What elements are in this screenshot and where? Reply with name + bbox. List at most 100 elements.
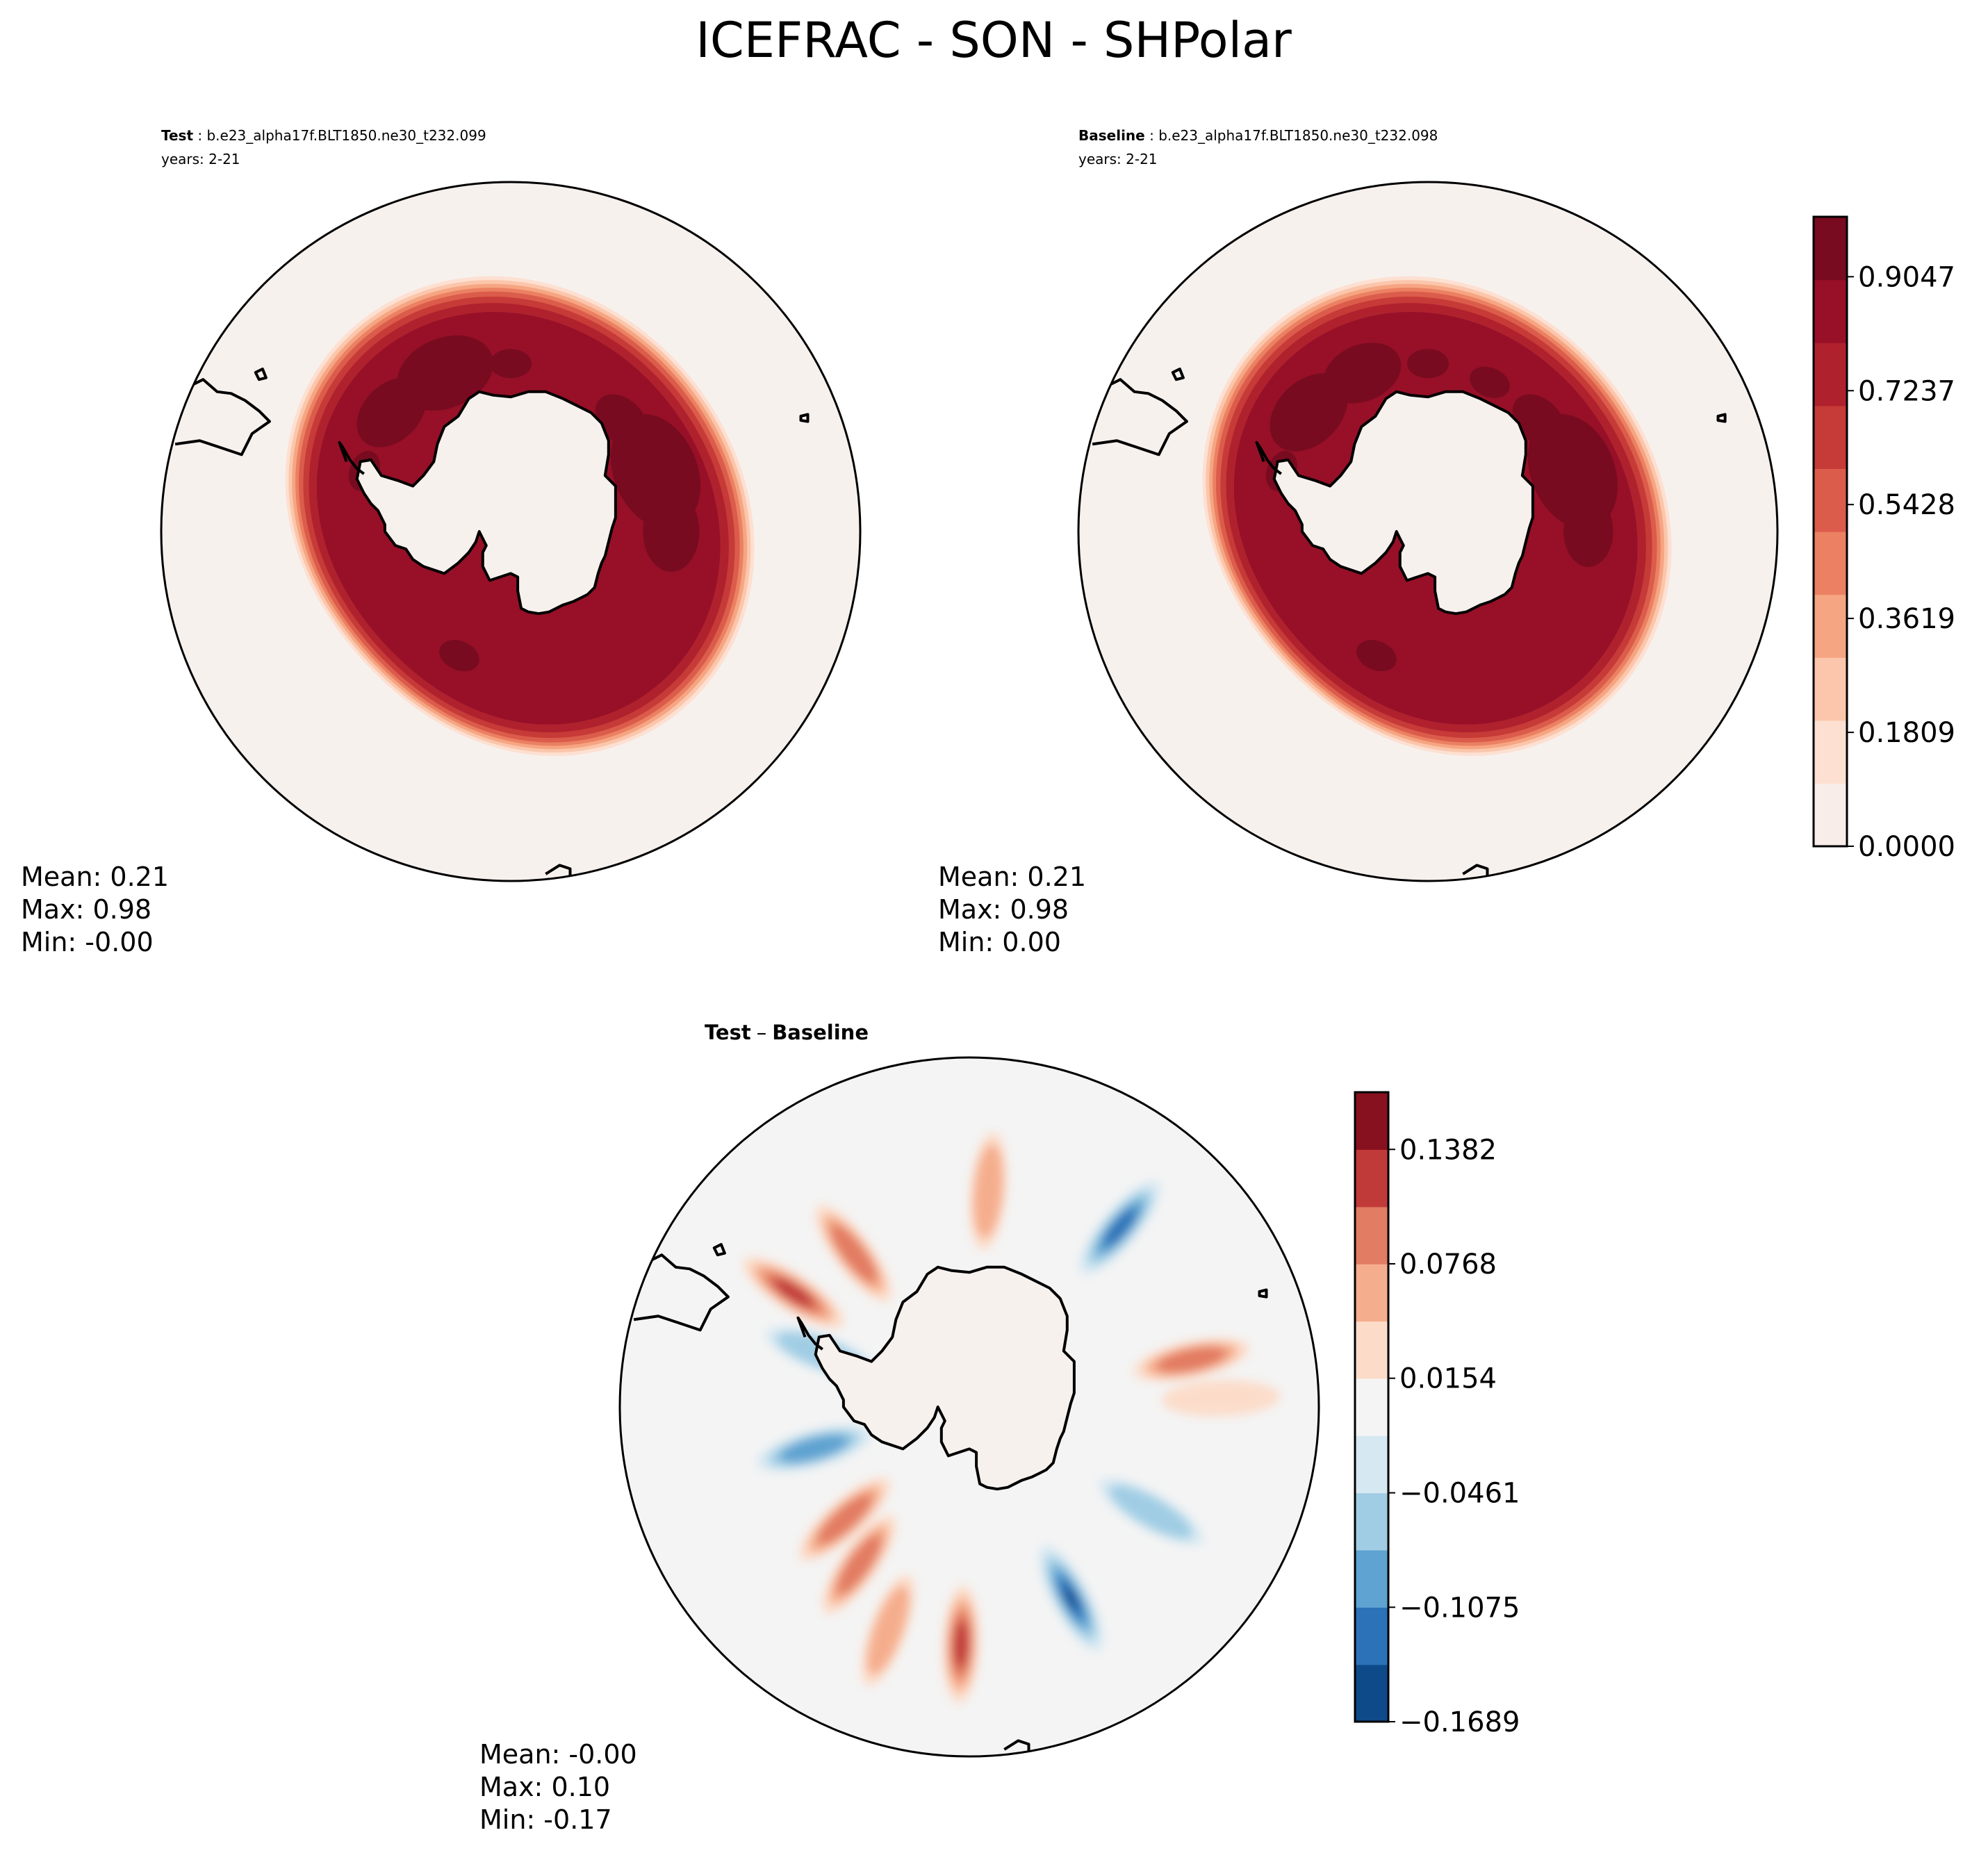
baseline-pack-ice-max-4 bbox=[1563, 496, 1613, 567]
difference-anomaly-6 bbox=[1133, 1338, 1250, 1381]
difference-colorbar-tick-label-1: 0.0768 bbox=[1399, 1249, 1497, 1280]
baseline-south-america-coastline bbox=[1078, 378, 1188, 456]
baseline-max: Max: 0.98 bbox=[938, 894, 1069, 925]
baseline-antarctic-coastline bbox=[1272, 390, 1534, 616]
baseline-pack-ice-max-9 bbox=[1356, 640, 1397, 672]
difference-anomaly-0-level-3 bbox=[773, 1278, 814, 1308]
difference-map-border bbox=[618, 1056, 1320, 1758]
difference-colorbar-tick-label-5: −0.1689 bbox=[1399, 1706, 1520, 1738]
test-pack-ice-max-9 bbox=[439, 640, 479, 672]
baseline-peninsula-coastline bbox=[1255, 440, 1282, 475]
difference-mean: Mean: -0.00 bbox=[479, 1739, 637, 1770]
baseline-map bbox=[1077, 181, 1779, 882]
test-pack-ice-max-4 bbox=[643, 491, 700, 572]
test-antarctic-coastline bbox=[355, 390, 617, 616]
difference-colorbar-swatch-5 bbox=[1355, 1378, 1388, 1436]
difference-anomaly-0 bbox=[743, 1257, 844, 1328]
difference-anomaly-2 bbox=[969, 1132, 1008, 1251]
difference-anomaly-11-level-3 bbox=[953, 1620, 969, 1668]
difference-colorbar-tick-label-4: −0.1075 bbox=[1399, 1592, 1520, 1624]
difference-label-baseline: Baseline bbox=[772, 1021, 869, 1044]
ice-colorbar-swatch-8 bbox=[1814, 279, 1847, 343]
difference-anomaly-13-level-1 bbox=[1109, 1485, 1193, 1539]
baseline-contours bbox=[1078, 276, 1727, 881]
ice-colorbar-tick-label-0: 0.0000 bbox=[1858, 831, 1955, 863]
test-contours bbox=[161, 276, 810, 881]
difference-anomaly-12-level-4 bbox=[1065, 1588, 1078, 1609]
difference-anomaly-3-level-3 bbox=[1103, 1208, 1136, 1246]
baseline-panel-label: Baseline bbox=[1078, 127, 1145, 144]
difference-anomaly-9 bbox=[822, 1515, 896, 1614]
difference-contours bbox=[620, 1132, 1280, 1756]
difference-anomaly-8 bbox=[799, 1477, 891, 1561]
difference-colorbar-swatch-1 bbox=[1355, 1607, 1388, 1665]
difference-map bbox=[618, 1056, 1320, 1758]
test-map bbox=[160, 181, 862, 882]
ice-colorbar-swatch-6 bbox=[1814, 405, 1847, 469]
difference-colorbar-swatch-7 bbox=[1355, 1264, 1388, 1322]
difference-colorbar-tick-label-3: −0.0461 bbox=[1399, 1478, 1520, 1510]
test-new-zealand-coastline bbox=[545, 864, 572, 881]
test-panel-separator: : bbox=[193, 127, 206, 144]
baseline-years: years: 2-21 bbox=[1078, 151, 1158, 167]
difference-anomaly-7-level-0 bbox=[1161, 1380, 1280, 1417]
ice-colorbar-tick-label-2: 0.3619 bbox=[1858, 603, 1955, 635]
baseline-pack-ice-max-15 bbox=[1323, 343, 1402, 404]
difference-anomaly-10-level-1 bbox=[866, 1586, 910, 1675]
baseline-case-name: b.e23_alpha17f.BLT1850.ne30_t232.098 bbox=[1158, 127, 1438, 144]
difference-anomaly-10 bbox=[862, 1574, 914, 1686]
difference-antarctic-coastline bbox=[814, 1265, 1076, 1491]
baseline-panel: Baseline : b.e23_alpha17f.BLT1850.ne30_t… bbox=[938, 127, 1955, 957]
difference-anomaly-8-level-2 bbox=[817, 1494, 872, 1545]
difference-colorbar: 0.1382 0.0768 0.0154 −0.0461 −0.1075 −0.1689 bbox=[1354, 1091, 1520, 1738]
difference-minus-sign: – bbox=[757, 1021, 767, 1044]
difference-anomaly-13 bbox=[1099, 1478, 1204, 1545]
difference-anomaly-7 bbox=[1161, 1380, 1280, 1417]
difference-anomaly-3 bbox=[1079, 1180, 1160, 1275]
ice-colorbar-tick-label-4: 0.7237 bbox=[1858, 375, 1955, 407]
ice-colorbar-tick-label-3: 0.5428 bbox=[1858, 489, 1955, 521]
test-years: years: 2-21 bbox=[161, 151, 240, 167]
baseline-panel-separator: : bbox=[1145, 127, 1158, 144]
difference-label-test: Test bbox=[705, 1021, 751, 1044]
test-mean: Mean: 0.21 bbox=[21, 862, 169, 892]
baseline-min: Min: 0.00 bbox=[938, 927, 1061, 957]
difference-colorbar-swatch-8 bbox=[1355, 1206, 1388, 1265]
test-falkland-coastline bbox=[254, 368, 268, 381]
baseline-panel-heading: Baseline : b.e23_alpha17f.BLT1850.ne30_t… bbox=[1078, 127, 1438, 144]
difference-kerguelen-coastline bbox=[1258, 1288, 1268, 1299]
test-panel-label: Test bbox=[161, 127, 193, 144]
difference-south-america-coastline bbox=[620, 1253, 730, 1332]
baseline-new-zealand-coastline bbox=[1462, 864, 1489, 881]
ice-colorbar-swatch-9 bbox=[1814, 217, 1847, 281]
ice-colorbar-swatch-0 bbox=[1814, 783, 1847, 847]
difference-colorbar-swatch-4 bbox=[1355, 1435, 1388, 1494]
difference-colorbar-swatch-0 bbox=[1355, 1664, 1388, 1722]
difference-colorbar-tick-label-2: 0.0154 bbox=[1399, 1363, 1497, 1395]
ice-colorbar: 0.0000 0.1809 0.3619 0.5428 0.7237 0.9047 bbox=[1812, 215, 1955, 863]
test-panel: Test : b.e23_alpha17f.BLT1850.ne30_t232.… bbox=[21, 127, 862, 957]
difference-panel-heading: Test – Baseline bbox=[705, 1021, 869, 1044]
difference-peninsula-coastline bbox=[796, 1316, 823, 1351]
difference-colorbar-frame bbox=[1354, 1091, 1390, 1723]
difference-panel: Test – Baseline Mean: -0.00 Max: 0.10 Min:… bbox=[479, 1021, 1520, 1835]
difference-falkland-coastline bbox=[712, 1243, 726, 1257]
difference-colorbar-swatch-10 bbox=[1355, 1092, 1388, 1150]
difference-anomaly-4 bbox=[757, 1425, 871, 1472]
ice-colorbar-swatch-4 bbox=[1814, 532, 1847, 595]
difference-colorbar-swatch-6 bbox=[1355, 1321, 1388, 1379]
baseline-mean: Mean: 0.21 bbox=[938, 862, 1086, 892]
difference-colorbar-swatch-2 bbox=[1355, 1549, 1388, 1608]
baseline-kerguelen-coastline bbox=[1716, 413, 1727, 423]
baseline-falkland-coastline bbox=[1171, 368, 1185, 381]
baseline-pack-ice-max-1 bbox=[1470, 366, 1510, 398]
difference-anomaly-12 bbox=[1039, 1545, 1103, 1652]
test-kerguelen-coastline bbox=[799, 413, 810, 423]
difference-colorbar-swatch-9 bbox=[1355, 1149, 1388, 1208]
ice-colorbar-tick-label-5: 0.9047 bbox=[1858, 261, 1955, 293]
ice-colorbar-tick-label-1: 0.1809 bbox=[1858, 717, 1955, 749]
difference-anomaly-9-level-2 bbox=[837, 1534, 882, 1595]
test-max: Max: 0.98 bbox=[21, 894, 151, 925]
difference-colorbar-swatch-3 bbox=[1355, 1492, 1388, 1551]
